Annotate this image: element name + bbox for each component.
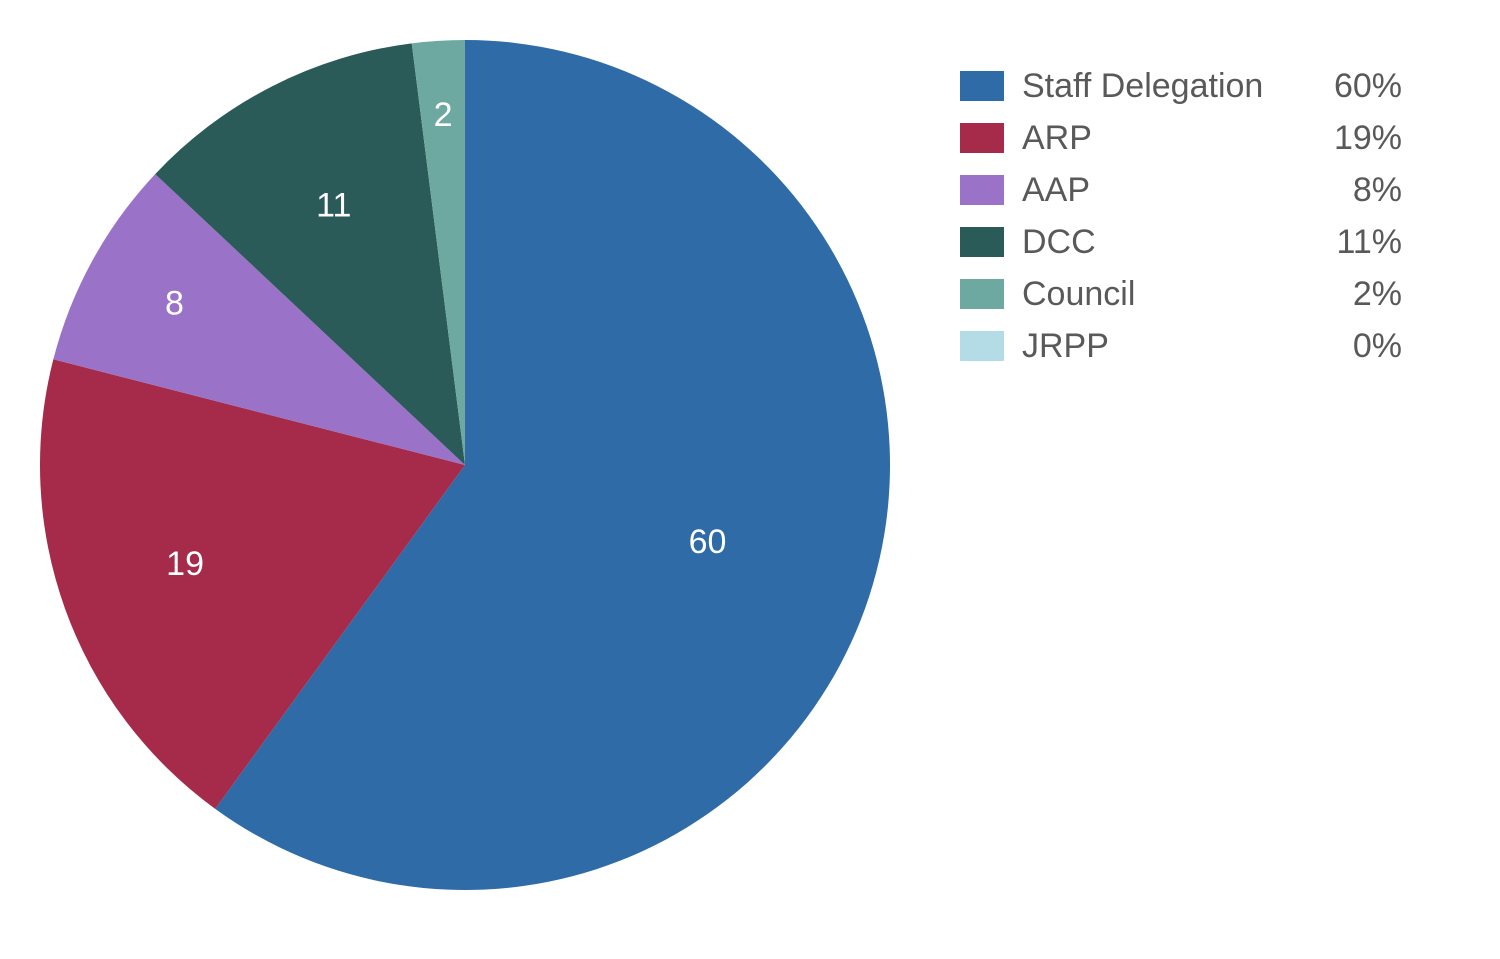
legend-row: ARP19% <box>960 112 1402 164</box>
slice-value-label: 11 <box>316 186 351 224</box>
legend-swatch <box>960 175 1004 205</box>
legend-row: AAP8% <box>960 164 1402 216</box>
legend-label: ARP <box>1022 119 1322 158</box>
legend-row: JRPP0% <box>960 320 1402 372</box>
pie-chart: 60 19 8 11 2 <box>40 40 890 890</box>
slice-value-label: 60 <box>689 523 727 561</box>
slice-value-label: 8 <box>165 284 184 322</box>
legend-label: Council <box>1022 275 1322 314</box>
slice-value-label: 19 <box>166 545 204 583</box>
legend-swatch <box>960 279 1004 309</box>
legend-percent: 19% <box>1322 119 1402 158</box>
legend-label: AAP <box>1022 171 1322 210</box>
slice-value-label: 2 <box>434 96 453 134</box>
legend-percent: 0% <box>1322 327 1402 366</box>
legend-percent: 60% <box>1322 67 1402 106</box>
legend: Staff Delegation60%ARP19%AAP8%DCC11%Coun… <box>960 60 1402 372</box>
legend-row: DCC11% <box>960 216 1402 268</box>
chart-container: 60198112 Staff Delegation60%ARP19%AAP8%D… <box>0 0 1500 959</box>
legend-swatch <box>960 331 1004 361</box>
legend-row: Staff Delegation60% <box>960 60 1402 112</box>
legend-percent: 2% <box>1322 275 1402 314</box>
pie-svg: 60 19 8 11 2 <box>40 40 890 890</box>
legend-swatch <box>960 123 1004 153</box>
legend-swatch <box>960 71 1004 101</box>
legend-row: Council2% <box>960 268 1402 320</box>
legend-label: DCC <box>1022 223 1322 262</box>
legend-label: Staff Delegation <box>1022 67 1322 106</box>
legend-percent: 11% <box>1322 223 1402 262</box>
legend-swatch <box>960 227 1004 257</box>
legend-label: JRPP <box>1022 327 1322 366</box>
legend-percent: 8% <box>1322 171 1402 210</box>
